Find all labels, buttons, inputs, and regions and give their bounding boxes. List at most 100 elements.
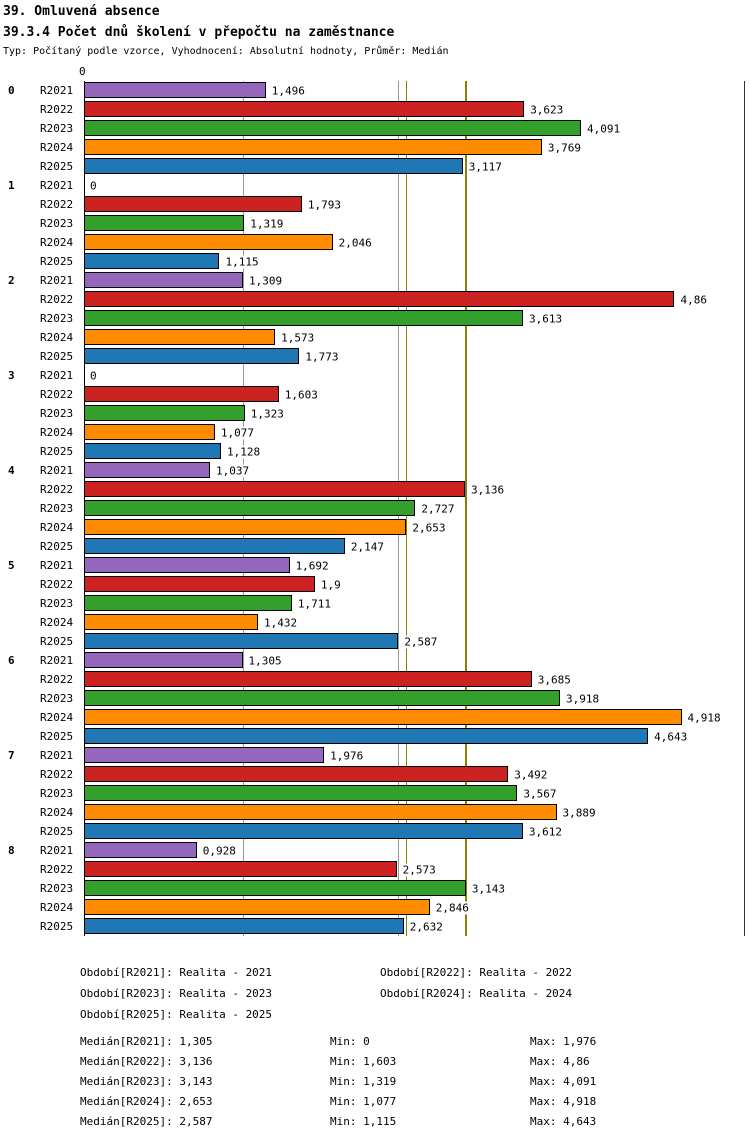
bar-track: 3,623 bbox=[84, 100, 750, 119]
bar-row: R2025 4,643 bbox=[0, 727, 750, 746]
bar-value-label: 0 bbox=[89, 179, 98, 192]
bar-row: 4 R2021 1,037 bbox=[0, 461, 750, 480]
bar-value-label: 2,632 bbox=[408, 920, 444, 933]
bar-row: R2023 1,323 bbox=[0, 404, 750, 423]
bar-value-label: 2,846 bbox=[434, 901, 470, 914]
stat-max: Max: 4,86 bbox=[530, 1055, 590, 1068]
bar-r2021-group-5 bbox=[84, 557, 290, 573]
series-label: R2021 bbox=[40, 369, 74, 382]
bar-row: R2025 3,117 bbox=[0, 157, 750, 176]
series-label: R2024 bbox=[40, 711, 74, 724]
group-label bbox=[0, 822, 40, 841]
chart-meta: Typ: Počítaný podle vzorce, Vyhodnocení:… bbox=[3, 46, 449, 57]
stat-median: Medián[R2022]: 3,136 bbox=[80, 1055, 213, 1068]
group-label bbox=[0, 290, 40, 309]
bar-r2024-group-5 bbox=[84, 614, 258, 630]
series-label: R2025 bbox=[40, 825, 74, 838]
stat-row: Medián[R2022]: 3,136 Min: 1,603 Max: 4,86 bbox=[80, 1055, 750, 1068]
bar-r2024-group-7 bbox=[84, 804, 557, 820]
group-label: 6 bbox=[8, 654, 15, 667]
series-label: R2021 bbox=[40, 749, 74, 762]
bar-row: 5 R2021 1,692 bbox=[0, 556, 750, 575]
legend-item-r2024: Období[R2024]: Realita - 2024 bbox=[380, 987, 573, 1000]
bar-value-label: 1,305 bbox=[247, 654, 283, 667]
bar-r2025-group-6 bbox=[84, 728, 649, 744]
bar-r2021-group-6 bbox=[84, 652, 243, 668]
bar-row: 3 R2021 0 bbox=[0, 366, 750, 385]
group-label bbox=[0, 328, 40, 347]
bar-value-label: 1,793 bbox=[306, 198, 342, 211]
bar-row: R2024 2,846 bbox=[0, 898, 750, 917]
series-label: R2024 bbox=[40, 236, 74, 249]
series-label: R2024 bbox=[40, 426, 74, 439]
bar-track: 0,928 bbox=[84, 841, 750, 860]
series-label: R2023 bbox=[40, 407, 74, 420]
bar-row: R2025 2,632 bbox=[0, 917, 750, 936]
bar-r2025-group-2 bbox=[84, 348, 300, 364]
bar-track: 2,727 bbox=[84, 499, 750, 518]
stat-min: Min: 0 bbox=[330, 1035, 370, 1048]
bar-row: R2023 4,091 bbox=[0, 119, 750, 138]
bar-track: 0 bbox=[84, 366, 750, 385]
group-label: 7 bbox=[8, 749, 15, 762]
bar-row: R2025 3,612 bbox=[0, 822, 750, 841]
series-label: R2023 bbox=[40, 787, 74, 800]
series-label: R2025 bbox=[40, 255, 74, 268]
bar-value-label: 3,685 bbox=[536, 673, 572, 686]
bar-value-label: 2,147 bbox=[349, 540, 385, 553]
series-label: R2025 bbox=[40, 540, 74, 553]
bar-row: 2 R2021 1,309 bbox=[0, 271, 750, 290]
bar-row: R2025 1,115 bbox=[0, 252, 750, 271]
group-label bbox=[0, 480, 40, 499]
bar-track: 1,976 bbox=[84, 746, 750, 765]
legend-item-r2021: Období[R2021]: Realita - 2021 bbox=[80, 966, 273, 979]
bar-value-label: 1,976 bbox=[329, 749, 365, 762]
bar-track: 2,587 bbox=[84, 632, 750, 651]
bar-r2024-group-3 bbox=[84, 424, 215, 440]
legend-item-r2025: Období[R2025]: Realita - 2025 bbox=[80, 1008, 273, 1021]
chart-header: 39. Omluvená absence 39.3.4 Počet dnů šk… bbox=[0, 0, 750, 57]
group-label bbox=[0, 860, 40, 879]
stat-row: Medián[R2024]: 2,653 Min: 1,077 Max: 4,918 bbox=[80, 1095, 750, 1108]
median-line-r2023 bbox=[465, 81, 467, 936]
stat-median: Medián[R2023]: 3,143 bbox=[80, 1075, 213, 1088]
bar-value-label: 3,612 bbox=[527, 825, 563, 838]
bar-value-label: 2,727 bbox=[420, 502, 456, 515]
bar-value-label: 4,86 bbox=[679, 293, 708, 306]
bar-row: R2023 2,727 bbox=[0, 499, 750, 518]
legend-item-r2022: Období[R2022]: Realita - 2022 bbox=[380, 966, 573, 979]
bar-r2022-group-6 bbox=[84, 671, 532, 687]
bar-row: R2022 3,492 bbox=[0, 765, 750, 784]
bar-track: 1,711 bbox=[84, 594, 750, 613]
bar-track: 3,918 bbox=[84, 689, 750, 708]
series-label: R2023 bbox=[40, 312, 74, 325]
series-label: R2023 bbox=[40, 597, 74, 610]
bar-track: 1,573 bbox=[84, 328, 750, 347]
bar-track: 1,077 bbox=[84, 423, 750, 442]
legend-item-r2023: Období[R2023]: Realita - 2023 bbox=[80, 987, 273, 1000]
bar-track: 1,496 bbox=[84, 81, 750, 100]
bar-track: 3,613 bbox=[84, 309, 750, 328]
bar-r2024-group-1 bbox=[84, 234, 333, 250]
stat-median: Medián[R2025]: 2,587 bbox=[80, 1115, 213, 1128]
bar-value-label: 1,711 bbox=[296, 597, 332, 610]
series-label: R2022 bbox=[40, 198, 74, 211]
series-label: R2022 bbox=[40, 863, 74, 876]
group-label bbox=[0, 575, 40, 594]
bar-row: R2022 2,573 bbox=[0, 860, 750, 879]
group-label bbox=[0, 803, 40, 822]
bar-value-label: 4,091 bbox=[586, 122, 622, 135]
group-label bbox=[0, 233, 40, 252]
bar-row: R2022 1,9 bbox=[0, 575, 750, 594]
bar-value-label: 1,077 bbox=[219, 426, 255, 439]
series-label: R2022 bbox=[40, 578, 74, 591]
group-label bbox=[0, 727, 40, 746]
bar-value-label: 1,309 bbox=[248, 274, 284, 287]
series-label: R2022 bbox=[40, 293, 74, 306]
group-label: 5 bbox=[8, 559, 15, 572]
bar-r2022-group-1 bbox=[84, 196, 302, 212]
bar-r2024-group-6 bbox=[84, 709, 682, 725]
axis-zero-label: 0 bbox=[79, 65, 86, 78]
bar-value-label: 4,918 bbox=[686, 711, 722, 724]
bar-row: 7 R2021 1,976 bbox=[0, 746, 750, 765]
